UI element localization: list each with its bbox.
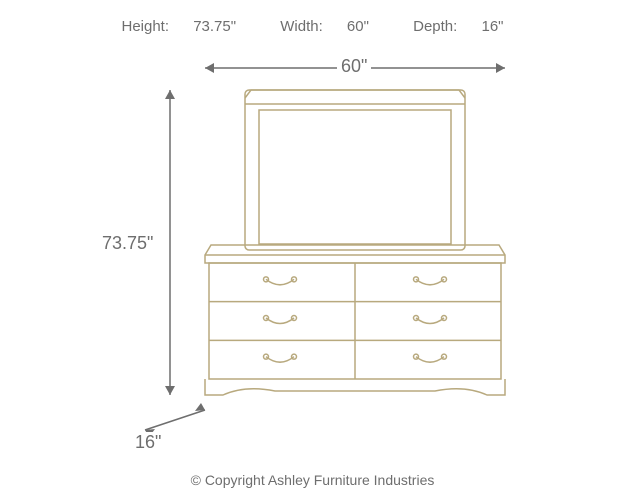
width-dimension-label: 60" (337, 56, 371, 77)
spec-depth-value: 16" (481, 18, 503, 35)
depth-dimension-label: 16" (131, 432, 165, 453)
diagram-area: 60" 73.75" 16" (0, 40, 625, 460)
furniture-diagram (0, 40, 625, 460)
spec-height-value: 73.75" (193, 18, 236, 35)
spec-depth: Depth: 16" (403, 18, 513, 35)
spec-width-label: Width: (280, 18, 323, 35)
spec-depth-label: Depth: (413, 18, 457, 35)
spec-width: Width: 60" (270, 18, 383, 35)
spec-header: Height: 73.75" Width: 60" Depth: 16" (0, 0, 625, 35)
spec-height-label: Height: (121, 18, 169, 35)
copyright-text: © Copyright Ashley Furniture Industries (0, 472, 625, 488)
height-dimension-label: 73.75" (98, 233, 157, 254)
spec-width-value: 60" (347, 18, 369, 35)
spec-height: Height: 73.75" (111, 18, 250, 35)
